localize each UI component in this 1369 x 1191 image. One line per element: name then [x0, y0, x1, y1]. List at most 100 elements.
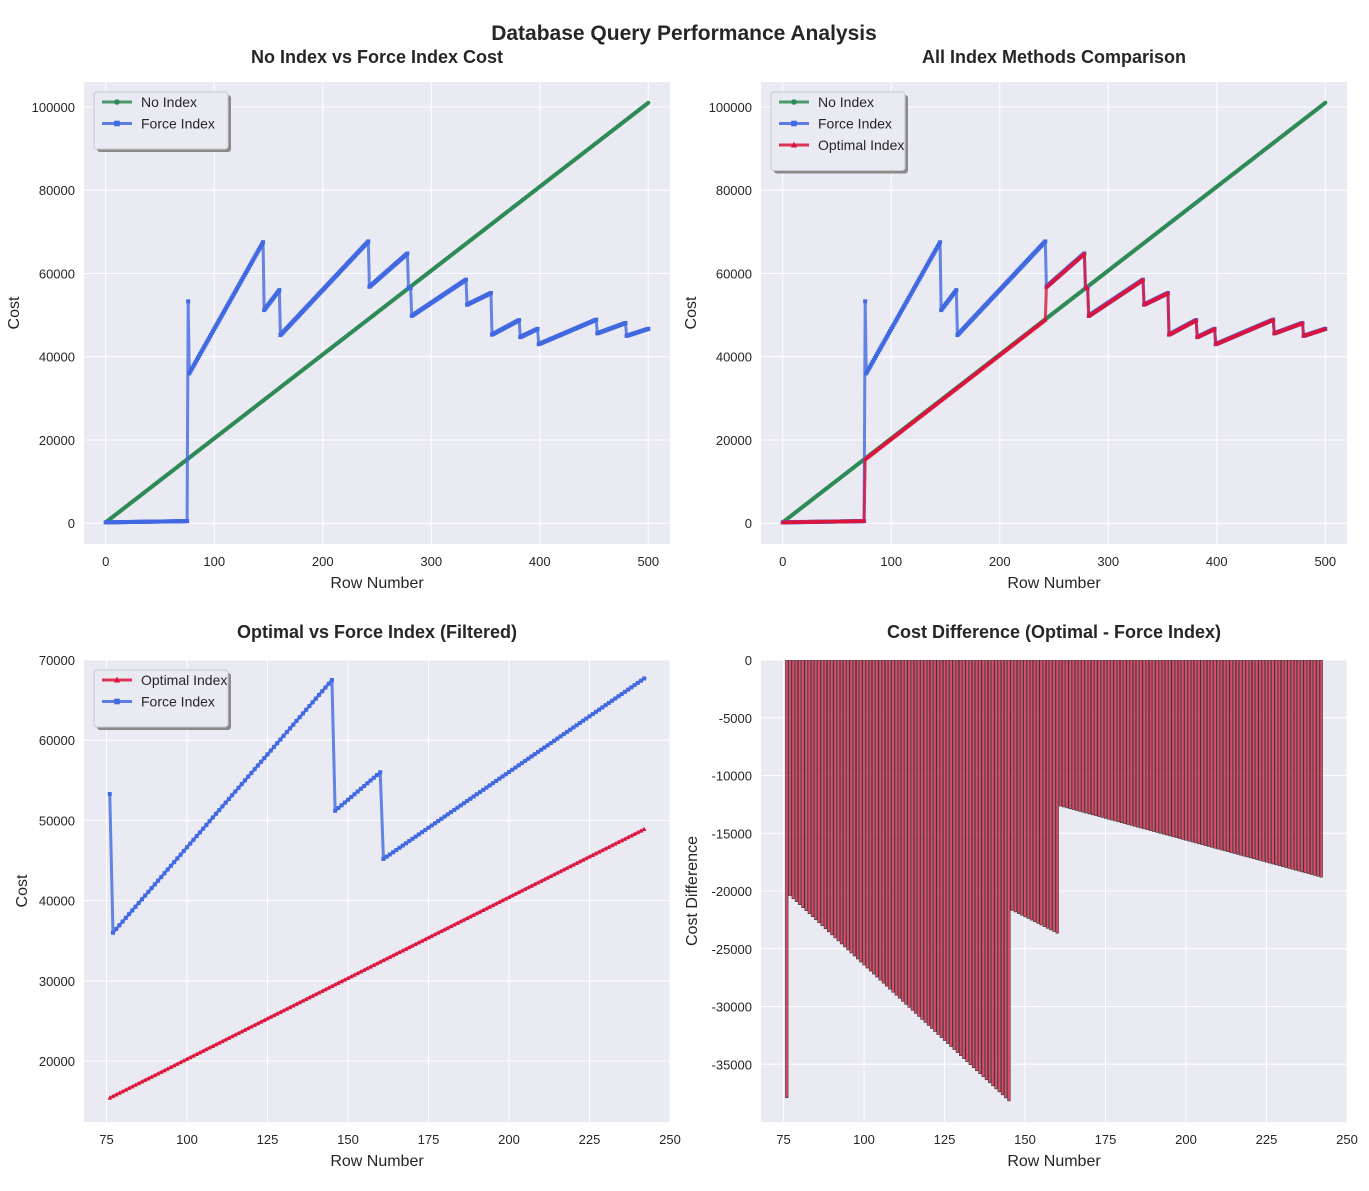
marker-triangle	[558, 868, 563, 874]
legend-entry: No Index	[141, 94, 197, 110]
marker-square	[523, 758, 528, 763]
x-axis-label: Row Number	[1007, 1153, 1101, 1170]
diff-bar	[1197, 660, 1201, 845]
diff-bar	[1052, 660, 1056, 932]
diff-bar	[1190, 660, 1195, 843]
marker-triangle	[204, 1046, 209, 1052]
marker-square	[863, 299, 868, 304]
diff-bar	[1103, 660, 1108, 819]
marker-square	[175, 856, 180, 861]
marker-triangle	[342, 977, 348, 982]
marker-triangle	[1300, 320, 1305, 325]
marker-square	[488, 291, 493, 296]
marker-square	[358, 786, 363, 791]
marker-square	[610, 698, 615, 703]
legend-box	[93, 669, 229, 728]
x-tick-label: 100	[853, 1132, 875, 1147]
diff-bar	[930, 660, 934, 1029]
diff-bar	[1245, 660, 1249, 858]
diff-bar	[1258, 660, 1262, 861]
diff-bar	[875, 660, 879, 978]
y-tick-label: -25000	[712, 942, 752, 957]
diff-bar	[788, 660, 792, 896]
diff-bar	[1181, 660, 1185, 840]
marker-triangle	[184, 1056, 190, 1061]
marker-square	[223, 800, 228, 805]
marker-triangle	[265, 1016, 270, 1021]
diff-bar	[1068, 660, 1072, 809]
marker-square	[500, 774, 505, 779]
marker-triangle	[593, 851, 599, 856]
diff-bar	[1271, 660, 1275, 865]
marker-square	[517, 318, 522, 323]
marker-square	[326, 681, 331, 686]
marker-triangle	[468, 914, 473, 919]
marker-triangle	[336, 980, 341, 985]
marker-square	[391, 850, 396, 855]
marker-square	[397, 845, 402, 850]
diff-bar	[1239, 660, 1243, 856]
marker-square	[291, 722, 296, 727]
marker-triangle	[155, 1071, 161, 1076]
series-line	[103, 239, 651, 525]
marker-square	[458, 803, 463, 808]
diff-bar	[959, 660, 963, 1056]
marker-square	[120, 919, 125, 924]
marker-square	[603, 703, 608, 708]
diff-bar	[1036, 660, 1040, 924]
diff-bar	[868, 660, 873, 972]
marker-square	[626, 687, 631, 692]
diff-bar	[1232, 660, 1236, 854]
marker-triangle	[616, 839, 621, 844]
marker-square	[146, 889, 151, 894]
marker-triangle	[474, 911, 480, 916]
marker-triangle	[455, 920, 460, 925]
marker-square	[487, 783, 492, 788]
marker-square	[152, 882, 157, 887]
diff-bar	[804, 660, 808, 911]
marker-triangle	[574, 860, 579, 866]
legend-box	[93, 91, 229, 150]
diff-bar	[1303, 660, 1307, 874]
y-axis-label: Cost	[683, 296, 700, 329]
marker-triangle	[542, 877, 547, 882]
diff-bar	[1206, 660, 1211, 847]
marker-triangle	[120, 1089, 125, 1094]
marker-square	[313, 696, 318, 701]
diff-bar	[1184, 660, 1188, 841]
marker-square	[143, 893, 148, 898]
marker-triangle	[490, 902, 496, 908]
x-axis-label: Row Number	[1007, 575, 1101, 592]
diff-bar	[1149, 660, 1153, 831]
marker-triangle	[397, 949, 402, 955]
x-tick-label: 400	[1206, 554, 1228, 569]
y-tick-label: 60000	[39, 733, 75, 748]
diff-bar	[849, 660, 853, 954]
marker-triangle	[223, 1037, 228, 1042]
marker-square	[333, 808, 338, 813]
diff-bar	[1016, 660, 1021, 914]
marker-square	[484, 785, 489, 790]
marker-square	[587, 714, 592, 719]
marker-square	[394, 848, 399, 853]
diff-bar	[1071, 660, 1075, 810]
x-tick-label: 75	[776, 1132, 790, 1147]
diff-bar	[794, 660, 799, 902]
diff-bar	[907, 660, 911, 1008]
marker-square	[261, 240, 266, 245]
marker-square	[217, 808, 222, 813]
diff-bar	[1223, 660, 1227, 852]
diff-bar	[1084, 660, 1088, 814]
diff-bar	[1277, 660, 1281, 867]
marker-triangle	[329, 983, 335, 989]
marker-square	[242, 778, 247, 783]
y-tick-label: -30000	[712, 1000, 752, 1015]
marker-square	[577, 721, 582, 726]
marker-circle	[114, 99, 120, 105]
y-tick-label: 20000	[716, 433, 752, 448]
diff-bar	[807, 660, 811, 915]
diff-bar	[1023, 660, 1027, 918]
marker-triangle	[149, 1074, 154, 1079]
diff-bar	[913, 660, 918, 1014]
marker-square	[436, 819, 441, 824]
